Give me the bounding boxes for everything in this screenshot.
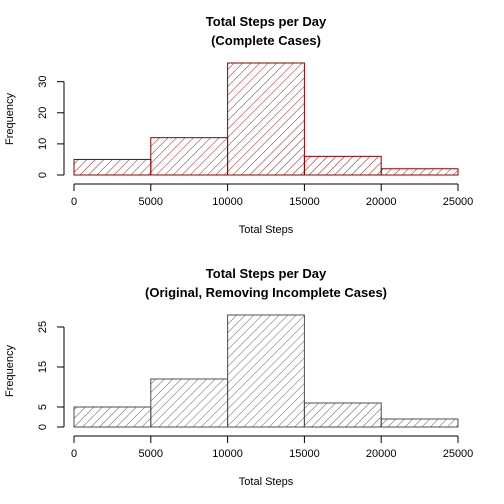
y-tick-label: 30 (37, 76, 49, 88)
x-axis-label: Total Steps (239, 476, 294, 488)
x-tick-label: 20000 (366, 196, 397, 208)
histogram-panel-2: Total Steps per Day (Original, Removing I… (4, 266, 473, 488)
x-tick-label: 10000 (212, 196, 243, 208)
chart-subtitle: (Original, Removing Incomplete Cases) (145, 285, 387, 300)
chart-subtitle: (Complete Cases) (211, 33, 321, 48)
x-tick-label: 15000 (289, 448, 320, 460)
y-tick-label: 0 (37, 172, 49, 178)
chart-title: Total Steps per Day (206, 266, 327, 281)
x-tick-label: 20000 (366, 448, 397, 460)
y-axis-label: Frequency (4, 93, 16, 145)
histogram-bar (150, 378, 229, 428)
histogram-panel-1: Total Steps per Day (Complete Cases) 0 5000… (4, 14, 473, 236)
x-tick-label: 0 (71, 196, 77, 208)
x-tick-label: 0 (71, 448, 77, 460)
histogram-bar (380, 418, 459, 428)
x-tick-label: 5000 (139, 448, 163, 460)
x-tick-label: 25000 (443, 196, 474, 208)
histogram-bar (73, 406, 152, 428)
x-tick-label: 10000 (212, 448, 243, 460)
histogram-bar (380, 168, 459, 176)
x-tick-label: 25000 (443, 448, 474, 460)
y-tick-label: 5 (37, 404, 49, 410)
y-tick-label: 15 (37, 361, 49, 373)
histogram-bar (227, 62, 305, 176)
y-tick-label: 20 (37, 107, 49, 119)
y-axis-label: Frequency (4, 345, 16, 397)
histogram-bar (227, 314, 305, 428)
histogram-bar (303, 155, 382, 176)
y-tick-label: 10 (37, 138, 49, 150)
y-tick-label: 25 (37, 321, 49, 333)
chart-title: Total Steps per Day (206, 14, 327, 29)
x-axis-label: Total Steps (239, 224, 294, 236)
y-tick-label: 0 (37, 424, 49, 430)
histogram-bar (303, 402, 382, 428)
x-tick-label: 5000 (139, 196, 163, 208)
histogram-bar (73, 158, 152, 176)
x-tick-label: 15000 (289, 196, 320, 208)
histogram-bar (150, 137, 229, 176)
